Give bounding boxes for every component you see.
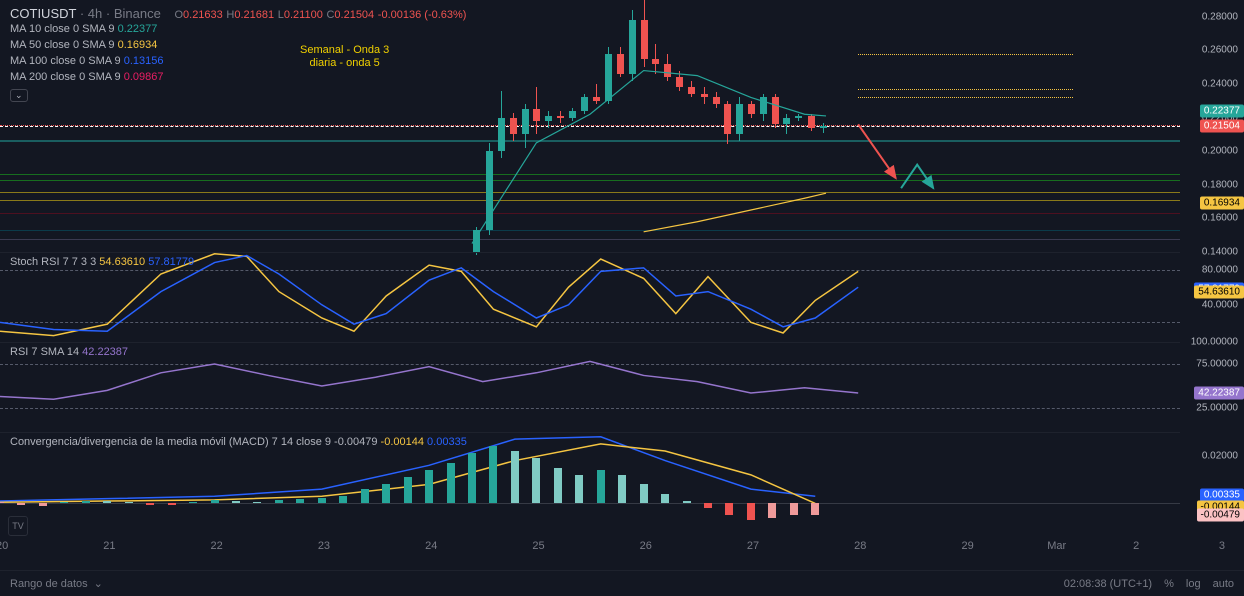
macd-hist-bar xyxy=(361,489,369,503)
macd-hist-bar xyxy=(575,475,583,504)
macd-hist-bar xyxy=(168,503,176,505)
ma-indicator-row: MA 10 close 0 SMA 9 0.22377 xyxy=(10,21,466,37)
symbol-header: COTIUSDT · 4h · Binance O0.21633 H0.2168… xyxy=(10,6,466,102)
macd-hist-bar xyxy=(532,458,540,503)
macd-hist-bar xyxy=(296,499,304,503)
ohlc: O0.21633 H0.21681 L0.21100 C0.21504 -0.0… xyxy=(174,6,466,21)
macd-hist-bar xyxy=(683,501,691,503)
percent-toggle[interactable]: % xyxy=(1164,578,1174,590)
log-toggle[interactable]: log xyxy=(1186,578,1201,590)
symbol[interactable]: COTIUSDT xyxy=(10,6,76,21)
macd-hist-bar xyxy=(511,451,519,503)
macd-hist-bar xyxy=(146,503,154,504)
macd-hist-bar xyxy=(189,502,197,503)
ma-indicator-row: MA 100 close 0 SMA 9 0.13156 xyxy=(10,53,466,69)
clock: 02:08:38 (UTC+1) xyxy=(1064,578,1152,590)
macd-hist-bar xyxy=(382,484,390,503)
macd-hist-bar xyxy=(404,477,412,503)
macd-hist-bar xyxy=(103,501,111,503)
collapse-button[interactable]: ⌄ xyxy=(10,89,28,102)
macd-hist-bar xyxy=(618,475,626,504)
macd-hist-bar xyxy=(468,453,476,503)
pane-label: Stoch RSI 7 7 3 3 54.63610 57.81779 xyxy=(10,256,194,268)
ma-indicator-row: MA 50 close 0 SMA 9 0.16934 xyxy=(10,37,466,53)
pane-label: Convergencia/divergencia de la media móv… xyxy=(10,436,467,448)
macd-hist-bar xyxy=(661,494,669,504)
macd-hist-bar xyxy=(232,501,240,504)
macd-hist-bar xyxy=(447,463,455,503)
macd-hist-bar xyxy=(704,503,712,508)
macd-hist-bar xyxy=(60,502,68,504)
macd-hist-bar xyxy=(39,503,47,505)
macd-hist-bar xyxy=(747,503,755,520)
pane-label: RSI 7 SMA 14 42.22387 xyxy=(10,346,128,358)
macd-hist-bar xyxy=(425,470,433,503)
macd-hist-bar xyxy=(125,502,133,503)
macd-hist-bar xyxy=(554,468,562,504)
macd-hist-bar xyxy=(275,500,283,503)
macd-hist-bar xyxy=(489,446,497,503)
x-axis: 20212223242526272829Mar23 xyxy=(0,540,1180,564)
macd-hist-bar xyxy=(339,496,347,503)
macd-hist-bar xyxy=(597,470,605,503)
macd-hist-bar xyxy=(0,502,4,503)
auto-toggle[interactable]: auto xyxy=(1213,578,1234,590)
macd-hist-bar xyxy=(211,500,219,504)
bottom-bar: Rango de datos⌄ 02:08:38 (UTC+1) % log a… xyxy=(0,570,1244,596)
macd-hist-bar xyxy=(318,498,326,503)
ma-indicator-row: MA 200 close 0 SMA 9 0.09867 xyxy=(10,69,466,85)
macd-hist-bar xyxy=(640,484,648,503)
data-range-ddropdown[interactable]: Rango de datos⌄ xyxy=(10,577,103,590)
macd-hist-bar xyxy=(768,503,776,517)
annotation-text: Semanal - Onda 3diaria - onda 5 xyxy=(300,44,389,70)
macd-hist-bar xyxy=(17,503,25,505)
macd-hist-bar xyxy=(82,501,90,504)
macd-hist-bar xyxy=(811,503,819,514)
tv-logo-icon[interactable]: TV xyxy=(8,516,28,536)
macd-hist-bar xyxy=(790,503,798,515)
macd-hist-bar xyxy=(253,502,261,504)
macd-hist-bar xyxy=(725,503,733,515)
